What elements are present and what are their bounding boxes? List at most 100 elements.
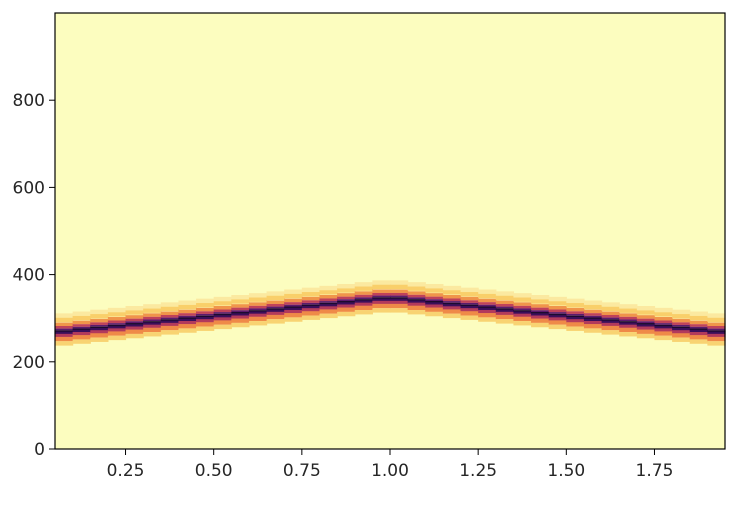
heatmap-cell bbox=[337, 300, 356, 303]
heatmap-cell bbox=[407, 300, 426, 304]
heatmap-cell bbox=[196, 315, 215, 318]
heatmap-cell bbox=[266, 314, 285, 320]
heatmap-cell bbox=[513, 297, 532, 302]
heatmap-cell bbox=[390, 289, 409, 293]
heatmap-cell bbox=[548, 301, 567, 306]
heatmap-cell bbox=[231, 299, 250, 304]
heatmap-cell bbox=[337, 288, 356, 293]
heatmap-cell bbox=[231, 315, 250, 319]
heatmap-cell bbox=[390, 284, 409, 290]
heatmap-cell bbox=[178, 315, 197, 318]
heatmap-cell bbox=[390, 295, 409, 298]
heatmap-cell bbox=[495, 306, 515, 309]
heatmap-cell bbox=[231, 307, 250, 311]
heatmap-cell bbox=[407, 286, 426, 291]
heatmap-cell bbox=[689, 326, 708, 329]
heatmap-cell bbox=[390, 298, 409, 302]
heatmap-cell bbox=[72, 315, 91, 321]
heatmap-cell bbox=[301, 296, 321, 301]
heatmap-cell bbox=[548, 296, 567, 302]
heatmap-cell bbox=[143, 327, 162, 333]
heatmap-cell bbox=[107, 328, 127, 332]
heatmap-cell bbox=[513, 305, 532, 309]
heatmap-cell bbox=[248, 308, 268, 311]
heatmap-cell bbox=[672, 326, 691, 329]
heatmap-cell bbox=[301, 308, 321, 312]
heatmap-cell bbox=[513, 302, 532, 306]
heatmap-cell bbox=[636, 318, 656, 322]
heatmap-cell bbox=[354, 299, 373, 301]
heatmap-cell bbox=[301, 311, 321, 316]
heatmap-cell bbox=[583, 324, 603, 329]
heatmap-cell bbox=[583, 328, 603, 333]
heatmap-cell bbox=[248, 305, 268, 309]
heatmap-cell bbox=[72, 326, 91, 329]
heatmap-cell bbox=[689, 332, 708, 336]
heatmap-cell bbox=[425, 299, 444, 301]
heatmap-cell bbox=[337, 296, 356, 300]
heatmap-cell bbox=[689, 315, 708, 321]
heatmap-cell bbox=[125, 318, 144, 322]
heatmap-cell bbox=[196, 303, 215, 308]
heatmap-cell bbox=[601, 314, 620, 318]
heatmap-cell bbox=[566, 303, 585, 308]
heatmap-cell bbox=[372, 295, 391, 298]
heatmap-cell bbox=[125, 326, 144, 330]
heatmap-cell bbox=[619, 304, 638, 309]
heatmap-cell bbox=[707, 326, 726, 329]
heatmap-cell bbox=[442, 285, 462, 291]
heatmap-cell bbox=[372, 280, 391, 285]
heatmap-cell bbox=[707, 331, 726, 335]
heatmap-cell bbox=[90, 322, 109, 325]
heatmap-cell bbox=[654, 312, 673, 317]
heatmap-cell bbox=[125, 310, 144, 315]
heatmap-cell bbox=[372, 289, 391, 293]
heatmap-cell bbox=[160, 319, 180, 322]
heatmap-cell bbox=[566, 322, 585, 327]
heatmap-cell bbox=[425, 307, 444, 312]
heatmap-cell bbox=[513, 313, 532, 318]
heatmap-cell bbox=[442, 306, 462, 310]
heatmap-cell bbox=[354, 294, 373, 298]
heatmap-cell bbox=[107, 324, 127, 327]
heatmap-cell bbox=[707, 317, 726, 323]
heatmap-cell bbox=[143, 313, 162, 317]
heatmap-cell bbox=[548, 317, 567, 321]
heatmap-cell bbox=[107, 312, 127, 317]
heatmap-cell bbox=[672, 318, 691, 323]
heatmap-cell bbox=[231, 313, 250, 316]
heatmap-cell bbox=[125, 333, 144, 339]
heatmap-cell bbox=[354, 286, 373, 291]
heatmap-cell bbox=[90, 333, 109, 338]
heatmap-cell bbox=[390, 303, 409, 309]
heatmap-cell bbox=[531, 318, 550, 323]
heatmap-cell bbox=[495, 308, 515, 311]
heatmap-cell bbox=[478, 298, 497, 303]
heatmap-cell bbox=[72, 324, 91, 327]
heatmap-cell bbox=[442, 290, 462, 295]
heatmap-cell bbox=[337, 311, 356, 317]
heatmap-cell bbox=[566, 307, 585, 312]
heatmap-cell bbox=[107, 326, 127, 329]
heatmap-cell bbox=[583, 304, 603, 310]
heatmap-cell bbox=[425, 300, 444, 303]
heatmap-cell bbox=[654, 323, 673, 325]
heatmap-cell bbox=[266, 303, 285, 307]
heatmap-cell bbox=[55, 328, 74, 331]
heatmap-cell bbox=[636, 329, 656, 334]
heatmap-cell bbox=[636, 315, 656, 319]
heatmap-cell bbox=[619, 316, 638, 320]
heatmap-cell bbox=[654, 320, 673, 324]
heatmap-cell bbox=[160, 317, 180, 320]
heatmap-cell bbox=[160, 322, 180, 327]
heatmap-cell bbox=[55, 341, 74, 346]
heatmap-cell bbox=[231, 322, 250, 328]
heatmap-cell bbox=[160, 314, 180, 318]
heatmap-cell bbox=[390, 297, 409, 300]
heatmap-cell bbox=[196, 298, 215, 304]
heatmap-cell bbox=[601, 319, 620, 322]
heatmap-cell bbox=[442, 298, 462, 302]
y-tick-label: 400 bbox=[13, 266, 45, 286]
heatmap-cell bbox=[178, 318, 197, 322]
heatmap-cell bbox=[390, 292, 409, 296]
